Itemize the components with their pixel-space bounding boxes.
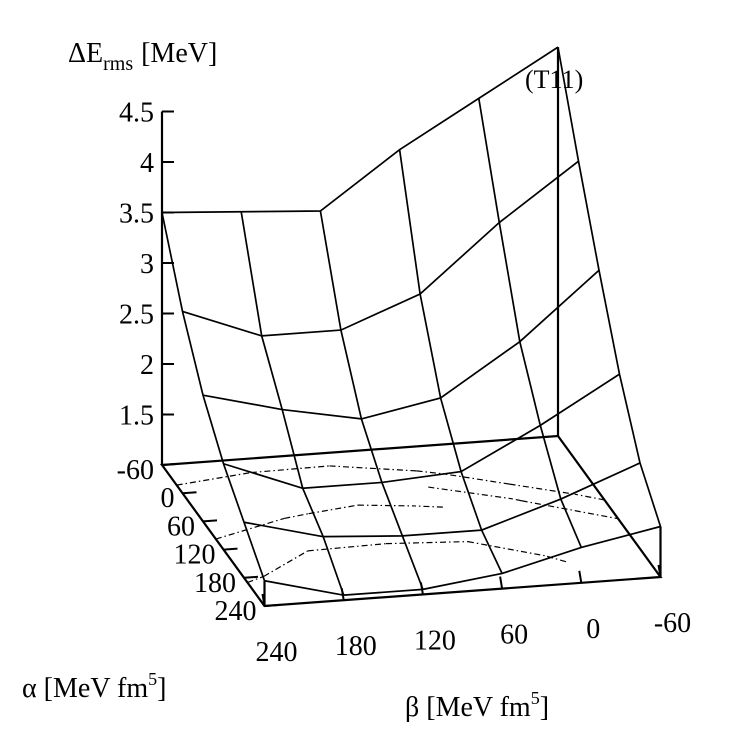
contour-level-2.5 <box>521 500 619 520</box>
mesh-line-beta-0 <box>477 98 583 548</box>
contour-level-2 <box>357 504 415 507</box>
floor-outline <box>159 434 663 608</box>
contour-level-2.5 <box>428 486 512 500</box>
beta-tick-mark <box>578 570 583 583</box>
mesh-line-beta-120 <box>319 210 424 590</box>
alpha-tick-label: 240 <box>215 596 257 627</box>
beta-axis-title-superscript: 5 <box>531 688 540 708</box>
contour-level-1.5 <box>263 550 309 577</box>
alpha-tick-label: 180 <box>194 568 236 599</box>
beta-tick-mark <box>499 576 504 589</box>
mesh-line-beta-60 <box>398 149 503 574</box>
mesh-line-beta-180 <box>240 211 345 596</box>
alpha-tick-label: 60 <box>167 511 195 542</box>
mesh-line-alpha--60 <box>161 46 559 214</box>
contour-level-1.5 <box>385 541 468 545</box>
contour-level-3 <box>444 473 510 485</box>
z-tick-label: 4 <box>140 148 154 179</box>
contour-level-3 <box>176 471 252 486</box>
alpha-tick-mark <box>223 547 238 551</box>
alpha-axis-title: α [MeV fm5] <box>22 669 166 704</box>
mesh-line-alpha-120 <box>223 373 620 490</box>
alpha-tick-label: 120 <box>174 540 216 571</box>
mesh-line-beta--60 <box>557 46 662 527</box>
base-box <box>159 47 663 608</box>
z-axis-title-main: ΔE <box>68 38 103 69</box>
alpha-axis-title-superscript: 5 <box>148 669 157 689</box>
z-tick-label: 4.5 <box>119 98 154 129</box>
mesh-line-alpha-60 <box>202 269 600 420</box>
alpha-tick-mark <box>202 519 218 523</box>
alpha-axis-title-close: ] <box>157 673 166 704</box>
contour-level-2 <box>414 505 443 508</box>
mesh-line-beta-240 <box>161 212 266 582</box>
z-axis-title: ΔErms [MeV] <box>68 38 217 75</box>
alpha-tick-mark <box>264 604 279 607</box>
contour-level-1.5 <box>467 541 546 557</box>
beta-tick-label: 0 <box>586 614 600 645</box>
contour-level-3 <box>329 465 417 472</box>
beta-tick-label: 60 <box>500 620 528 651</box>
z-tick-label: 2.5 <box>119 300 154 331</box>
alpha-axis-title-main: α [MeV fm <box>22 673 148 704</box>
beta-axis-title-main: β [MeV fm <box>405 692 531 723</box>
contour-level-3 <box>574 493 605 501</box>
contour-level-3 <box>250 465 330 474</box>
alpha-tick-label: -60 <box>117 455 154 486</box>
beta-tick-mark <box>340 588 345 601</box>
beta-tick-mark <box>657 564 662 578</box>
z-axis-title-subscript: rms <box>103 53 133 75</box>
beta-axis-title: β [MeV fm5] <box>405 688 549 723</box>
contour-level-3 <box>509 483 575 495</box>
beta-tick-mark <box>419 582 424 595</box>
contour-level-1.5 <box>307 543 387 552</box>
z-tick-label: 1.5 <box>119 401 154 432</box>
alpha-tick-mark <box>182 491 197 495</box>
beta-tick-label: -60 <box>654 608 691 639</box>
mesh-line-alpha-240 <box>264 525 661 597</box>
beta-tick-label: 120 <box>414 625 456 656</box>
z-tick-label: 2 <box>140 350 154 381</box>
beta-axis-title-close: ] <box>540 692 549 723</box>
contour-level-2 <box>308 504 359 515</box>
z-axis-title-unit: [MeV] <box>141 38 217 69</box>
alpha-tick-mark <box>161 463 177 466</box>
z-tick-label: 3 <box>140 249 154 280</box>
contour-plot <box>176 465 619 584</box>
mesh-line-alpha-0 <box>182 160 580 337</box>
contour-level-1.5 <box>247 575 265 584</box>
z-tick-label: 3.5 <box>119 199 154 230</box>
contour-level-2 <box>215 517 285 540</box>
surface-mesh <box>161 46 662 597</box>
beta-tick-label: 180 <box>335 631 377 662</box>
alpha-tick-label: 0 <box>161 483 175 514</box>
beta-tick-mark <box>261 593 266 607</box>
contour-level-2 <box>284 513 309 520</box>
mesh-line-alpha-180 <box>243 462 641 538</box>
contour-level-3 <box>416 470 445 475</box>
panel-tag: (T11) <box>525 65 583 94</box>
beta-tick-label: 240 <box>256 637 298 668</box>
contour-level-2.5 <box>511 498 522 502</box>
contour-level-1.5 <box>544 555 567 563</box>
alpha-tick-mark <box>243 575 259 579</box>
